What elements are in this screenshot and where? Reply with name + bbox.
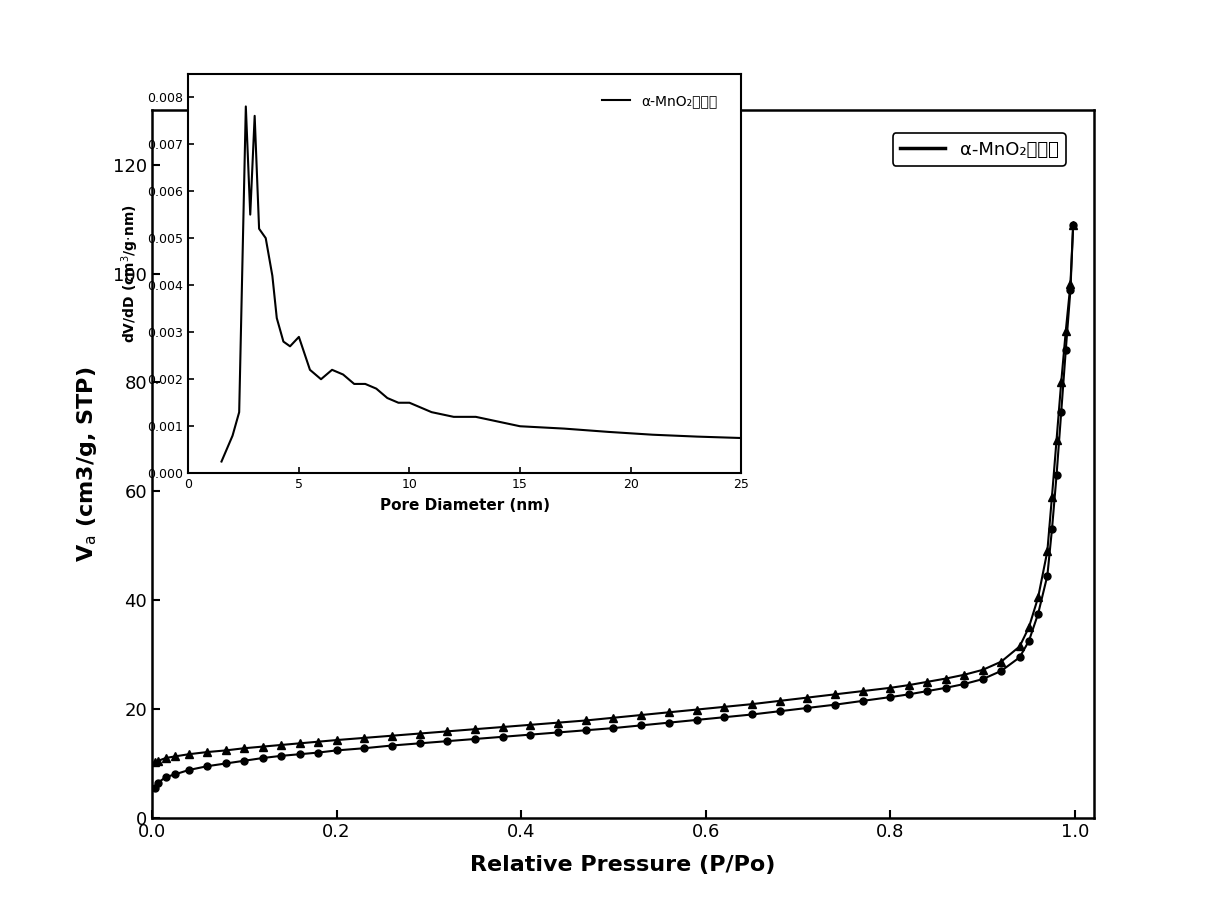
Legend: α-MnO₂纳米管: α-MnO₂纳米管	[893, 133, 1066, 166]
X-axis label: Relative Pressure (P/Po): Relative Pressure (P/Po)	[470, 855, 775, 875]
X-axis label: Pore Diameter (nm): Pore Diameter (nm)	[380, 498, 549, 513]
Legend: α-MnO₂纳米管: α-MnO₂纳米管	[597, 88, 723, 114]
Y-axis label: dV/dD (cm$^3$/g$\cdot$nm): dV/dD (cm$^3$/g$\cdot$nm)	[119, 204, 141, 343]
Y-axis label: V$_\mathrm{a}$ (cm3/g, STP): V$_\mathrm{a}$ (cm3/g, STP)	[75, 367, 98, 562]
